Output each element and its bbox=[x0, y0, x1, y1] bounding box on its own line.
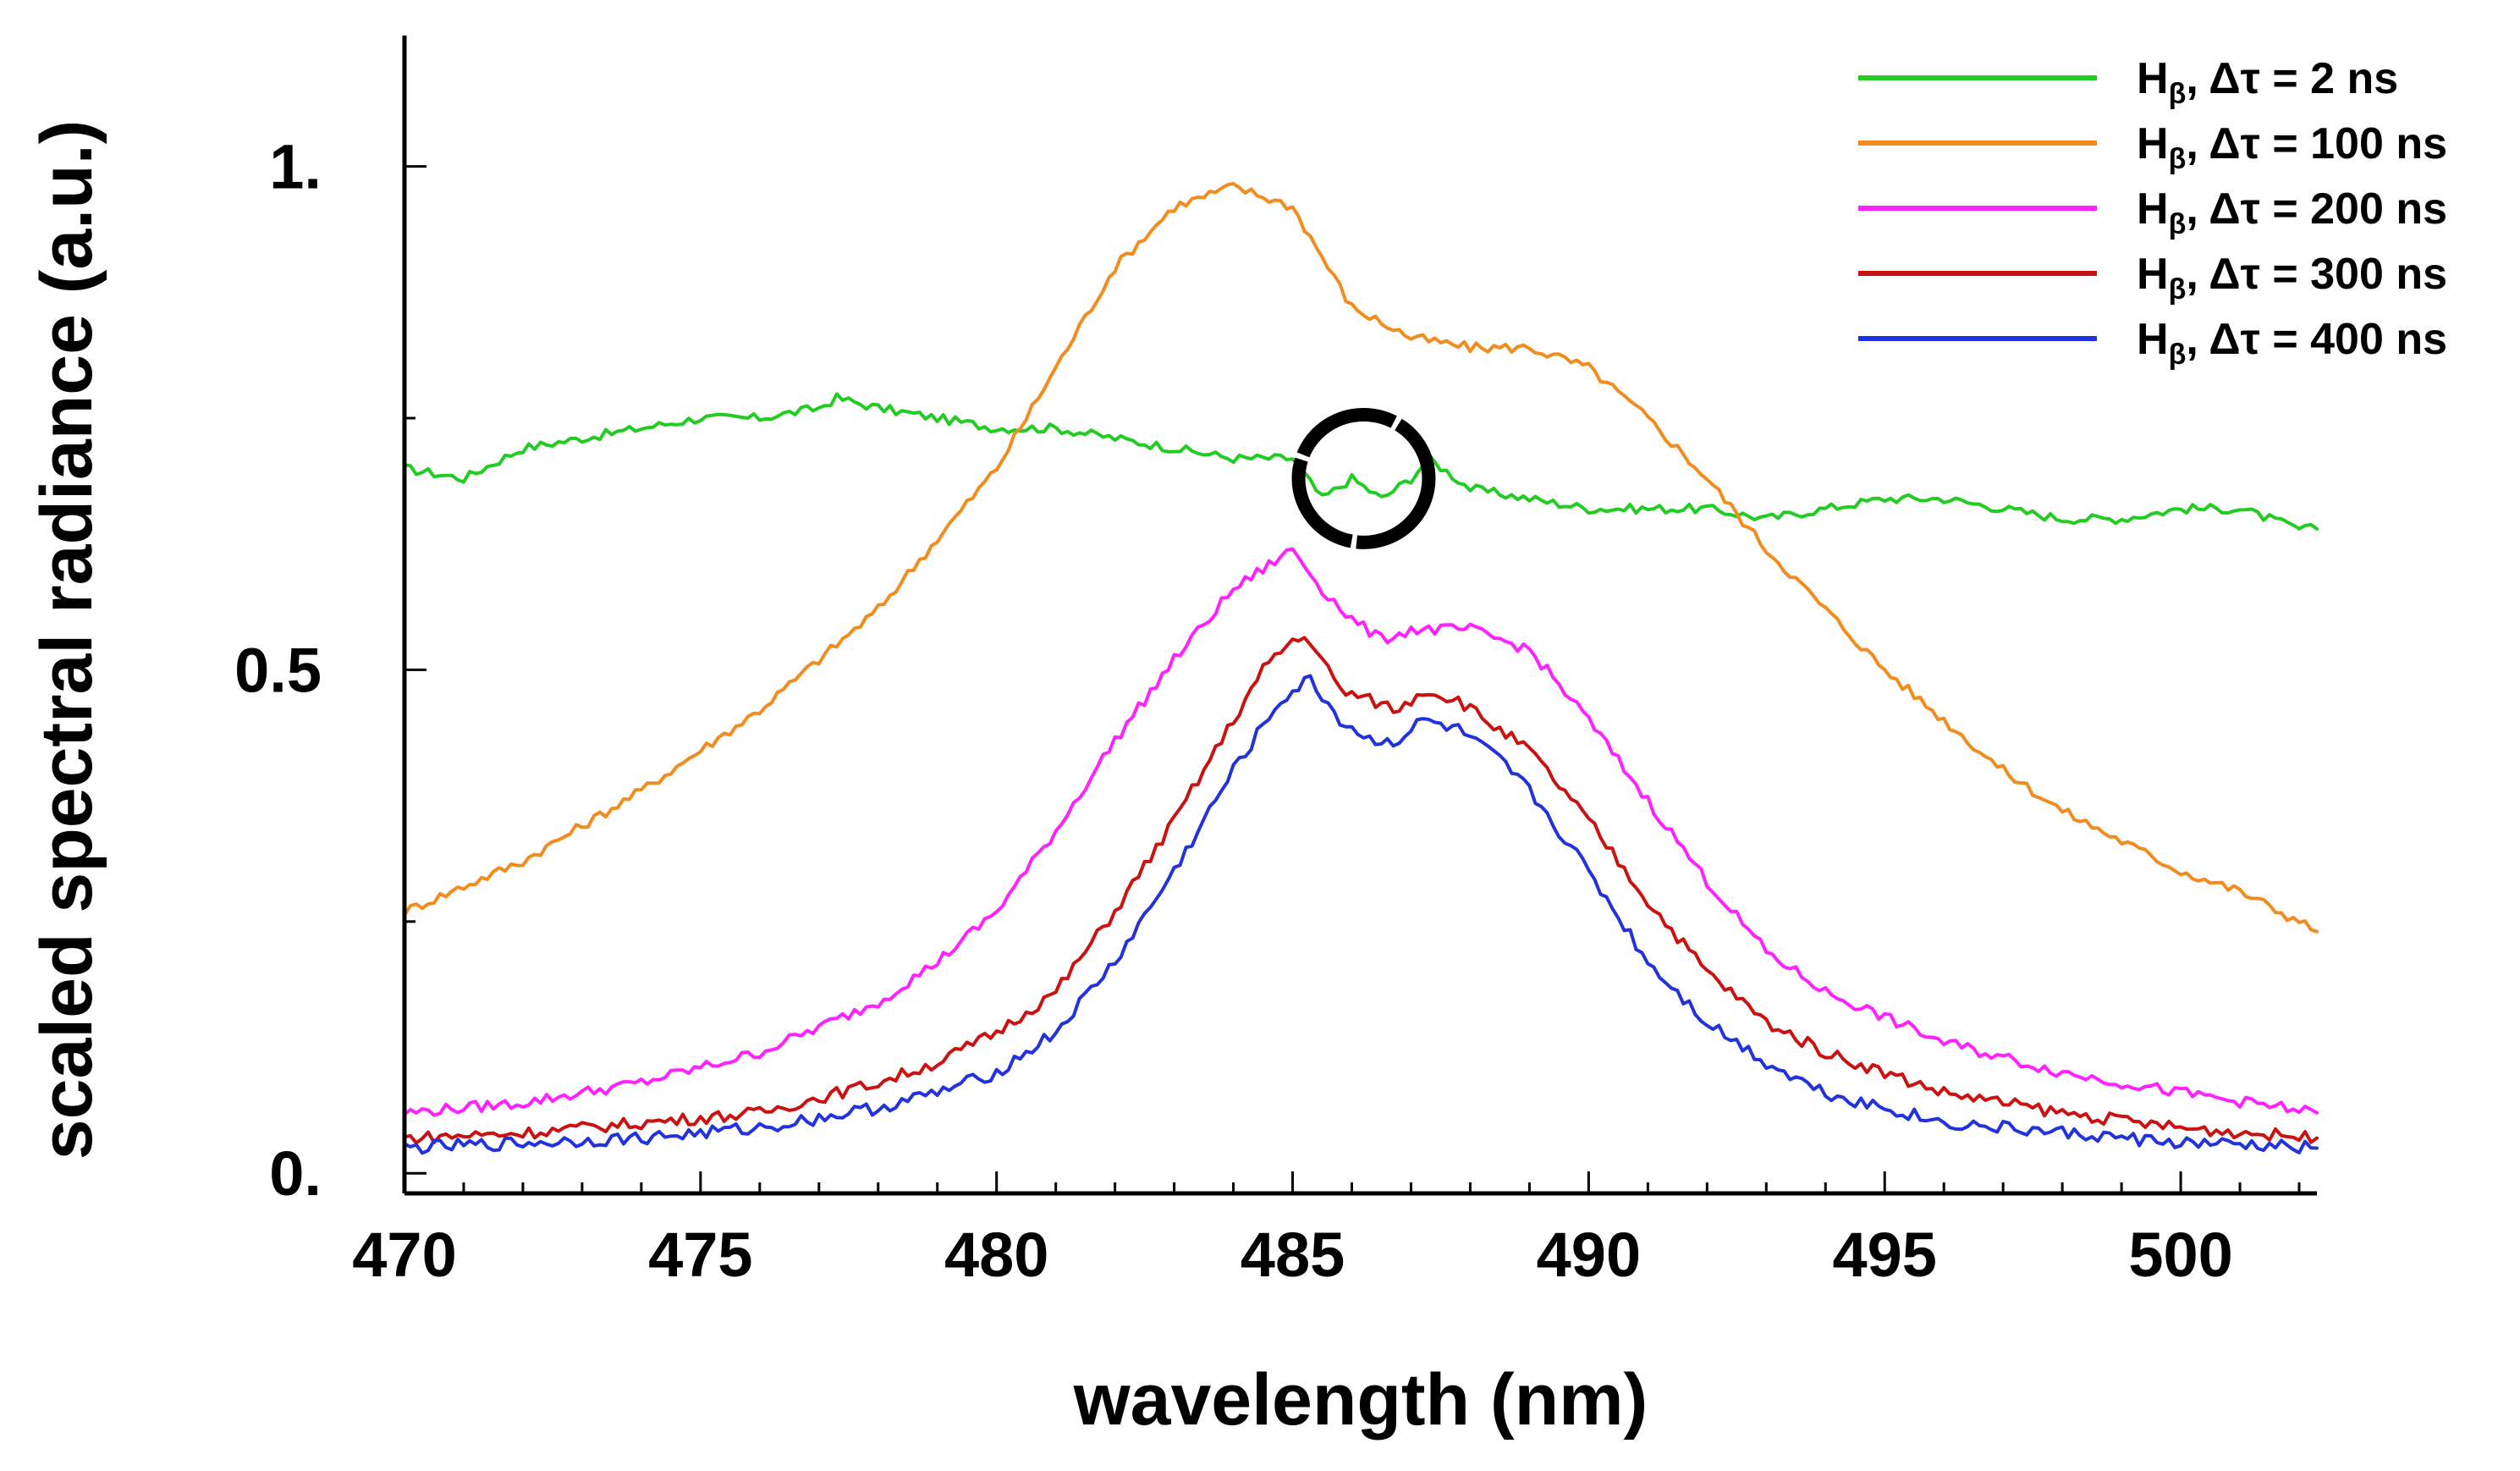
y-tick-label: 0.5 bbox=[234, 635, 322, 705]
y-axis-title: scaled spectral radiance (a.u.) bbox=[26, 120, 107, 1160]
legend-entry-3: Hβ, Δτ = 200 ns bbox=[2137, 185, 2447, 240]
series-line-3 bbox=[403, 547, 2319, 1117]
axes-layer bbox=[402, 36, 2317, 1196]
x-tick-label: 475 bbox=[648, 1220, 752, 1290]
legend-entry-2: Hβ, Δτ = 100 ns bbox=[2137, 119, 2447, 175]
x-tick-label: 485 bbox=[1241, 1220, 1345, 1290]
annotation-layer bbox=[1291, 407, 1436, 549]
highlight-circle bbox=[1291, 407, 1436, 549]
legend: Hβ, Δτ = 2 ns Hβ, Δτ = 100 ns Hβ, Δτ = 200… bbox=[1858, 54, 2447, 371]
legend-entry-5: Hβ, Δτ = 400 ns bbox=[2137, 315, 2447, 371]
series-line-1 bbox=[403, 392, 2319, 531]
x-tick-label: 500 bbox=[2128, 1220, 2232, 1290]
x-axis-title: wavelength (nm) bbox=[1073, 1359, 1648, 1441]
series-line-4 bbox=[403, 636, 2319, 1145]
x-tick-label: 480 bbox=[944, 1220, 1048, 1290]
x-tick-label: 495 bbox=[1832, 1220, 1936, 1290]
series-layer bbox=[403, 182, 2319, 1155]
x-tick-label: 470 bbox=[352, 1220, 456, 1290]
series-line-2 bbox=[403, 182, 2319, 934]
ticks-layer: 470 475 480 485 490 495 500 0. 0.5 1. bbox=[234, 132, 2301, 1290]
x-tick-label: 490 bbox=[1537, 1220, 1641, 1290]
series-line-5 bbox=[403, 674, 2319, 1155]
y-tick-label: 1. bbox=[269, 132, 322, 202]
y-tick-label: 0. bbox=[269, 1138, 322, 1209]
legend-entry-1: Hβ, Δτ = 2 ns bbox=[2137, 54, 2398, 110]
legend-entry-4: Hβ, Δτ = 300 ns bbox=[2137, 250, 2447, 306]
